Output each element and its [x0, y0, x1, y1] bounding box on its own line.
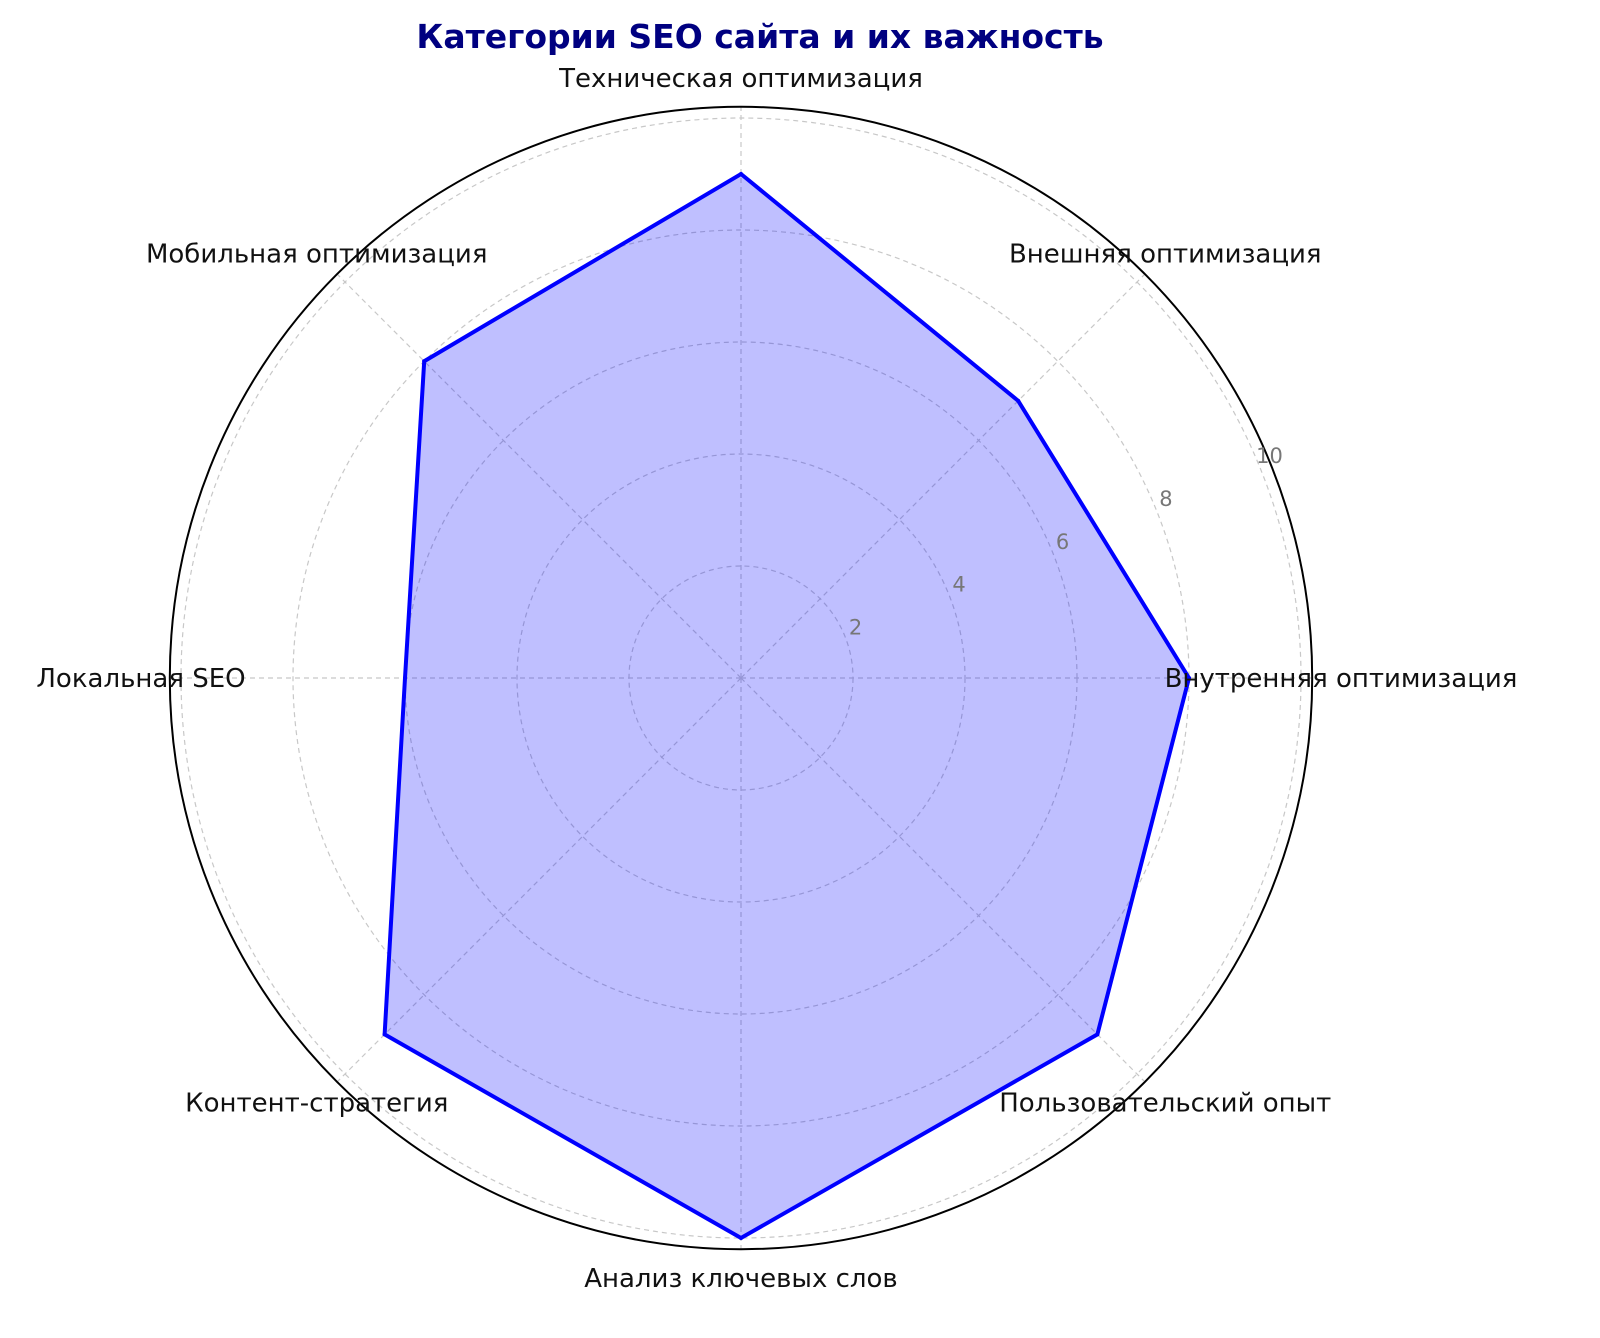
category-label: Внутренняя оптимизация — [1165, 664, 1518, 694]
data-point — [739, 172, 743, 176]
radial-tick-label: 2 — [849, 616, 862, 640]
radial-tick-label: 10 — [1256, 444, 1283, 468]
data-point — [382, 1032, 387, 1037]
data-point — [1095, 1032, 1100, 1037]
category-label: Анализ ключевых слов — [584, 1264, 898, 1294]
data-point — [739, 1236, 743, 1240]
category-label: Контент-стратегия — [185, 1088, 448, 1118]
grid-circle — [516, 453, 966, 903]
data-point — [1016, 398, 1021, 403]
radial-tick-label: 6 — [1056, 530, 1069, 554]
category-label: Внешняя оптимизация — [1009, 240, 1322, 270]
data-point — [1187, 676, 1191, 680]
radial-tick-label: 8 — [1159, 487, 1172, 511]
data-point — [403, 676, 407, 680]
data-point — [422, 359, 427, 364]
category-label: Локальная SEO — [36, 664, 245, 694]
chart-title: Категории SEO сайта и их важность — [416, 17, 1103, 56]
category-label: Техническая оптимизация — [558, 64, 923, 94]
category-label: Мобильная оптимизация — [146, 240, 488, 270]
radial-tick-label: 4 — [952, 573, 965, 597]
series-area — [384, 174, 1190, 1238]
category-label: Пользовательский опыт — [999, 1088, 1331, 1118]
outer-frame — [168, 105, 1314, 1251]
